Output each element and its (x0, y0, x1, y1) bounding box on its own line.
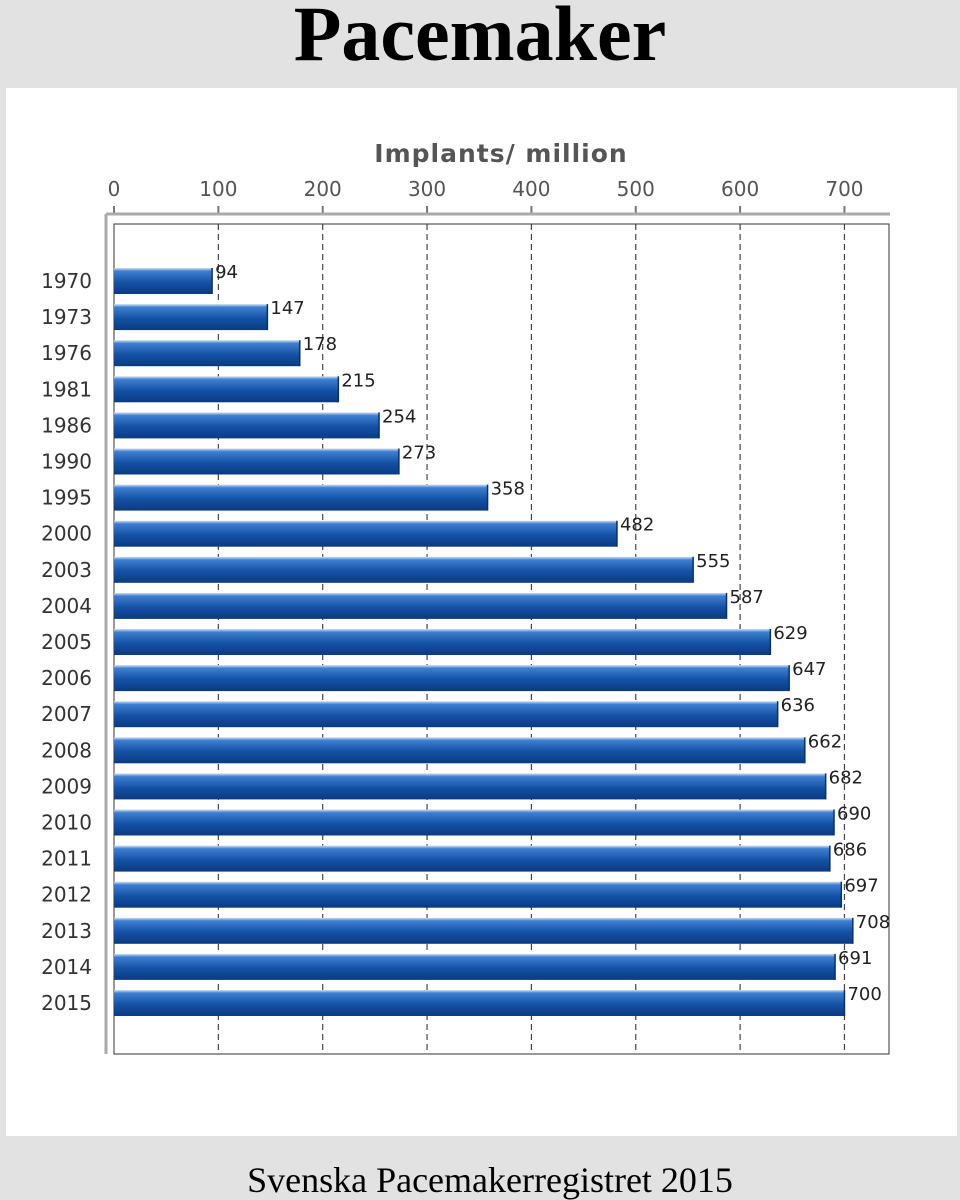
footer-caption: Svenska Pacemakerregistret 2015 (247, 1160, 733, 1200)
category-label-2009: 2009 (41, 774, 92, 798)
bar-2012 (114, 881, 842, 908)
category-label-2011: 2011 (41, 847, 92, 871)
data-label-1970: 94 (215, 262, 238, 283)
category-label-1970: 1970 (41, 269, 92, 293)
category-label-2008: 2008 (41, 738, 92, 762)
x-tick-label-0: 0 (108, 177, 121, 201)
data-label-2011: 686 (833, 840, 867, 861)
category-label-2012: 2012 (41, 883, 92, 907)
category-label-1973: 1973 (41, 305, 92, 329)
bar-2004 (114, 592, 727, 619)
category-label-2006: 2006 (41, 666, 92, 690)
data-label-1995: 358 (491, 479, 525, 500)
category-label-2004: 2004 (41, 594, 92, 618)
category-label-1976: 1976 (41, 341, 92, 365)
category-label-2007: 2007 (41, 702, 92, 726)
data-label-1973: 147 (270, 298, 304, 319)
data-label-2012: 697 (844, 876, 878, 897)
category-label-2005: 2005 (41, 630, 92, 654)
bar-1973 (114, 304, 268, 331)
axis-title: Implants/ million (374, 139, 627, 168)
bar-1981 (114, 376, 339, 403)
x-tick-label-400: 400 (512, 177, 550, 201)
bar-2014 (114, 953, 836, 980)
bar-2008 (114, 737, 805, 764)
category-label-1990: 1990 (41, 450, 92, 474)
data-label-1990: 273 (402, 443, 436, 464)
data-label-2008: 662 (808, 731, 842, 752)
category-label-2015: 2015 (41, 991, 92, 1015)
data-label-1981: 215 (341, 370, 375, 391)
data-label-2015: 700 (847, 984, 881, 1005)
data-label-2010: 690 (837, 804, 871, 825)
data-label-2006: 647 (792, 659, 826, 680)
bar-2007 (114, 701, 778, 728)
bar-2005 (114, 629, 771, 655)
category-label-2010: 2010 (41, 811, 92, 835)
category-label-1981: 1981 (41, 377, 92, 401)
data-label-2013: 708 (856, 912, 890, 933)
bar-2015 (114, 990, 845, 1016)
data-label-1976: 178 (303, 334, 337, 355)
bar-2006 (114, 665, 790, 692)
data-label-2007: 636 (781, 695, 815, 716)
data-label-2014: 691 (838, 948, 872, 969)
data-label-2000: 482 (620, 515, 654, 536)
data-label-2003: 555 (696, 551, 730, 572)
page-title: Pacemaker (293, 0, 667, 77)
bar-2011 (114, 845, 830, 872)
bar-1990 (114, 448, 399, 475)
x-tick-label-300: 300 (408, 177, 446, 201)
bar-2010 (114, 809, 835, 836)
category-label-2014: 2014 (41, 955, 92, 979)
bar-2000 (114, 520, 617, 547)
x-tick-label-100: 100 (199, 177, 237, 201)
bar-2009 (114, 773, 826, 800)
category-label-2003: 2003 (41, 558, 92, 582)
bar-1995 (114, 484, 488, 511)
bar-1976 (114, 340, 300, 367)
bar-1986 (114, 412, 380, 439)
chart-panel: Implants/ million 0 100 200 300 400 500 600 700… (6, 88, 957, 1136)
x-tick-label-600: 600 (721, 177, 759, 201)
bar-2003 (114, 556, 694, 583)
bar-2013 (114, 917, 853, 944)
category-label-2013: 2013 (41, 919, 92, 943)
data-label-2009: 682 (829, 767, 863, 788)
data-label-2004: 587 (730, 587, 764, 608)
category-label-1986: 1986 (41, 413, 92, 437)
bar-chart: Implants/ million 0 100 200 300 400 500 600 700… (41, 139, 890, 1055)
bar-1970 (114, 268, 213, 294)
x-tick-label-500: 500 (617, 177, 655, 201)
x-tick-label-200: 200 (304, 177, 342, 201)
x-tick-label-700: 700 (825, 177, 863, 201)
data-label-1986: 254 (382, 406, 416, 427)
data-label-2005: 629 (773, 623, 807, 644)
category-label-2000: 2000 (41, 522, 92, 546)
category-label-1995: 1995 (41, 486, 92, 510)
